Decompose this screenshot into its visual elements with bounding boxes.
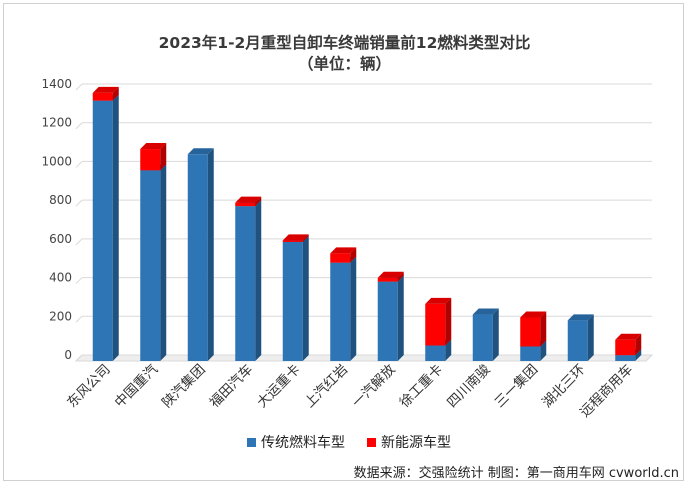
legend-label: 传统燃料车型 xyxy=(261,434,345,451)
gridline-depth xyxy=(75,83,83,91)
bar-top xyxy=(377,271,404,278)
bar-side xyxy=(492,308,499,361)
bars xyxy=(92,86,642,362)
bar-side xyxy=(445,339,452,361)
bar-side xyxy=(397,271,404,282)
bar-top xyxy=(282,234,309,241)
bar-segment xyxy=(140,149,161,171)
bar-side xyxy=(112,94,119,362)
x-category-label: 四川南骏 xyxy=(444,362,493,411)
y-tick-label: 1200 xyxy=(41,116,72,130)
bar-side xyxy=(540,340,547,361)
x-category-label: 徐工重卡 xyxy=(397,362,446,411)
bar-top xyxy=(520,311,547,318)
x-category-label: 上汽红岩 xyxy=(302,362,351,411)
y-tick-label: 1000 xyxy=(41,154,72,168)
bar-segment xyxy=(282,240,303,242)
bar-segment xyxy=(615,355,636,361)
x-category-label: 福田汽车 xyxy=(206,361,256,411)
bar-top xyxy=(615,333,642,340)
gridline-depth xyxy=(75,199,83,207)
legend-swatch xyxy=(367,438,376,447)
bar-side xyxy=(350,247,357,263)
bar-top xyxy=(472,308,499,315)
legend: 传统燃料车型 新能源车型 xyxy=(247,434,451,451)
bar-segment xyxy=(520,317,541,347)
x-category-label: 中国重汽 xyxy=(112,361,162,411)
bar-top xyxy=(330,247,357,254)
chart-subtitle: （单位：辆） xyxy=(297,55,391,73)
bar-side xyxy=(302,234,309,242)
bar-top xyxy=(187,148,214,155)
gridline-depth xyxy=(75,277,83,284)
bar-segment xyxy=(92,100,113,362)
y-tick-label: 600 xyxy=(49,232,72,246)
bar-side xyxy=(635,349,642,361)
bar-segment xyxy=(425,345,446,361)
bar-side xyxy=(255,196,262,207)
y-tick-label: 800 xyxy=(49,193,72,207)
bar-segment xyxy=(282,241,303,361)
y-axis-ticks: 0 200 400 600 800 1000 1200 1400 xyxy=(41,77,72,362)
bar-segment xyxy=(615,339,636,356)
bar-segment xyxy=(235,206,256,361)
bar-side xyxy=(540,311,547,347)
x-category-label: 陕汽集团 xyxy=(159,362,208,411)
x-category-label: 三一集团 xyxy=(492,362,541,411)
gridline-depth xyxy=(75,122,83,130)
bar-top xyxy=(92,86,119,93)
legend-swatch xyxy=(247,438,256,447)
y-tick-label: 400 xyxy=(49,271,72,285)
gridline-depth xyxy=(75,315,83,323)
bar-segment xyxy=(187,154,208,361)
x-category-label: 大运重卡 xyxy=(254,362,303,411)
bar-top xyxy=(235,196,262,203)
bar-side xyxy=(112,86,119,101)
bar-segment xyxy=(377,277,398,282)
x-category-label: 湖北三环 xyxy=(539,362,588,411)
x-category-label: 一汽解放 xyxy=(349,361,399,411)
bar-segment xyxy=(92,92,113,101)
bar-side xyxy=(160,164,167,361)
bar-segment xyxy=(235,202,256,207)
bar-segment xyxy=(377,281,398,361)
grid-lines xyxy=(74,83,654,362)
bar-side xyxy=(350,256,357,361)
bar-side xyxy=(397,275,404,361)
chart-floor xyxy=(74,354,654,362)
bar-side xyxy=(445,297,452,346)
source-note: 数据来源：交强险统计 制图：第一商用车网 cvworld.cn xyxy=(353,466,679,481)
chart-frame xyxy=(3,3,684,481)
bar-top xyxy=(567,314,594,321)
y-tick-label: 1400 xyxy=(41,77,72,91)
bar-segment xyxy=(330,262,351,361)
bar-segment xyxy=(140,170,161,361)
bar-side xyxy=(255,200,262,361)
x-axis-categories: 东风公司中国重汽陕汽集团福田汽车大运重卡上汽红岩一汽解放徐工重卡四川南骏三一集团… xyxy=(64,361,636,421)
bar-side xyxy=(207,148,214,361)
bar-segment xyxy=(567,320,588,361)
bar-segment xyxy=(330,253,351,263)
gridline-depth xyxy=(75,161,83,168)
chart-title: 2023年1-2月重型自卸车终端销量前12燃料类型对比 xyxy=(158,34,531,52)
bar-segment xyxy=(520,346,541,361)
gridline-depth xyxy=(75,238,83,246)
bar-side xyxy=(160,143,167,171)
y-tick-label: 200 xyxy=(49,309,72,323)
bar-side xyxy=(587,314,594,361)
bar-segment xyxy=(425,303,446,346)
bar-side xyxy=(635,333,642,356)
bar-top xyxy=(140,143,167,150)
y-tick-label: 0 xyxy=(64,348,72,362)
bar-side xyxy=(302,235,309,361)
bar-segment xyxy=(472,314,493,361)
legend-label: 新能源车型 xyxy=(381,434,451,451)
bar-top xyxy=(425,297,452,304)
x-category-label: 东风公司 xyxy=(64,362,113,411)
